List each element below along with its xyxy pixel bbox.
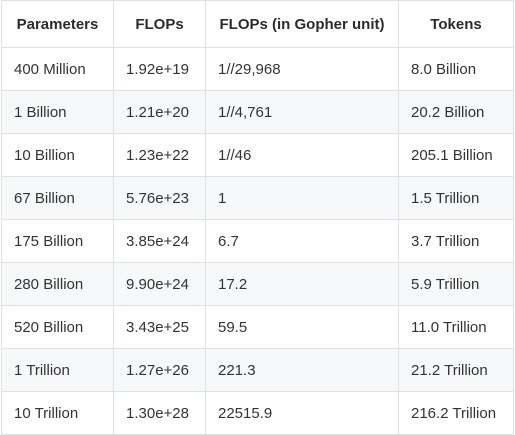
table-row: 67 Billion 5.76e+23 1 1.5 Trillion xyxy=(1,176,514,220)
header-tokens: Tokens xyxy=(398,0,514,48)
cell-flops-gopher-unit: 1//29,968 xyxy=(205,47,399,91)
table-row: 400 Million 1.92e+19 1//29,968 8.0 Billi… xyxy=(1,47,514,91)
table-row: 520 Billion 3.43e+25 59.5 11.0 Trillion xyxy=(1,305,514,349)
cell-parameters: 400 Million xyxy=(1,47,114,91)
cell-parameters: 1 Trillion xyxy=(1,348,114,392)
cell-flops: 1.92e+19 xyxy=(113,47,206,91)
table-row: 1 Billion 1.21e+20 1//4,761 20.2 Billion xyxy=(1,90,514,134)
cell-parameters: 1 Billion xyxy=(1,90,114,134)
header-parameters: Parameters xyxy=(1,0,114,48)
cell-flops-gopher-unit: 6.7 xyxy=(205,219,399,263)
table-row: 280 Billion 9.90e+24 17.2 5.9 Trillion xyxy=(1,262,514,306)
cell-flops-gopher-unit: 1//4,761 xyxy=(205,90,399,134)
cell-flops: 1.21e+20 xyxy=(113,90,206,134)
cell-parameters: 520 Billion xyxy=(1,305,114,349)
cell-tokens: 1.5 Trillion xyxy=(398,176,514,220)
cell-flops-gopher-unit: 221.3 xyxy=(205,348,399,392)
cell-flops: 9.90e+24 xyxy=(113,262,206,306)
table-header-row: Parameters FLOPs FLOPs (in Gopher unit) … xyxy=(1,0,514,48)
cell-tokens: 5.9 Trillion xyxy=(398,262,514,306)
cell-flops-gopher-unit: 17.2 xyxy=(205,262,399,306)
cell-flops-gopher-unit: 1 xyxy=(205,176,399,220)
cell-tokens: 205.1 Billion xyxy=(398,133,514,177)
cell-flops: 1.30e+28 xyxy=(113,391,206,435)
table-row: 10 Trillion 1.30e+28 22515.9 216.2 Trill… xyxy=(1,391,514,435)
table-row: 10 Billion 1.23e+22 1//46 205.1 Billion xyxy=(1,133,514,177)
cell-flops-gopher-unit: 22515.9 xyxy=(205,391,399,435)
cell-parameters: 10 Billion xyxy=(1,133,114,177)
table-row: 1 Trillion 1.27e+26 221.3 21.2 Trillion xyxy=(1,348,514,392)
header-flops: FLOPs xyxy=(113,0,206,48)
cell-tokens: 8.0 Billion xyxy=(398,47,514,91)
cell-parameters: 175 Billion xyxy=(1,219,114,263)
header-flops-gopher-unit: FLOPs (in Gopher unit) xyxy=(205,0,399,48)
cell-tokens: 216.2 Trillion xyxy=(398,391,514,435)
cell-flops: 1.27e+26 xyxy=(113,348,206,392)
cell-flops: 3.43e+25 xyxy=(113,305,206,349)
cell-flops-gopher-unit: 59.5 xyxy=(205,305,399,349)
cell-parameters: 10 Trillion xyxy=(1,391,114,435)
cell-flops-gopher-unit: 1//46 xyxy=(205,133,399,177)
cell-tokens: 3.7 Trillion xyxy=(398,219,514,263)
cell-flops: 3.85e+24 xyxy=(113,219,206,263)
cell-tokens: 20.2 Billion xyxy=(398,90,514,134)
cell-parameters: 67 Billion xyxy=(1,176,114,220)
cell-flops: 5.76e+23 xyxy=(113,176,206,220)
cell-tokens: 21.2 Trillion xyxy=(398,348,514,392)
table-row: 175 Billion 3.85e+24 6.7 3.7 Trillion xyxy=(1,219,514,263)
cell-tokens: 11.0 Trillion xyxy=(398,305,514,349)
cell-parameters: 280 Billion xyxy=(1,262,114,306)
cell-flops: 1.23e+22 xyxy=(113,133,206,177)
